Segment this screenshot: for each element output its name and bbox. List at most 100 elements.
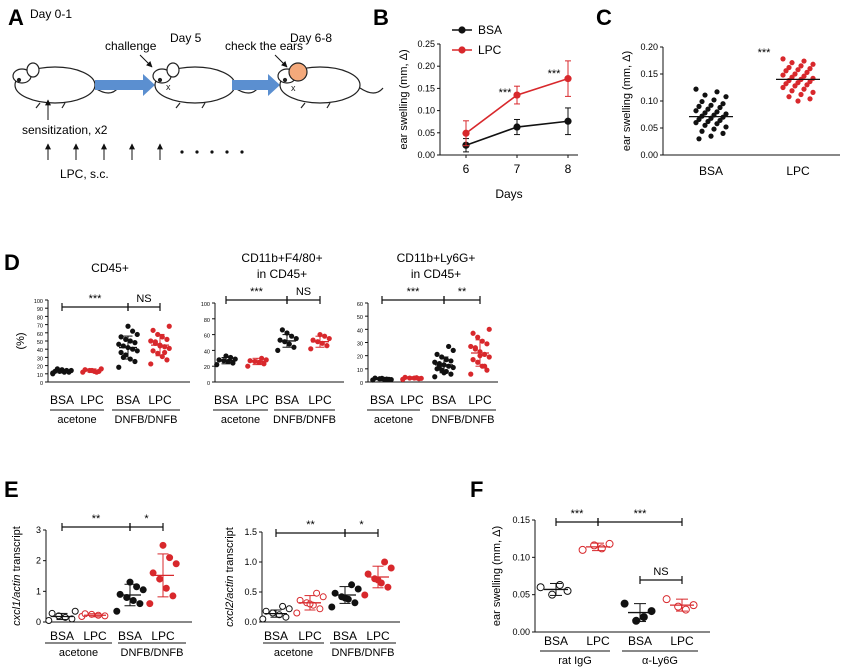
chart-e1-point [156,575,164,583]
chart-d1-point [82,367,88,373]
chart-d1-point [116,364,122,370]
chart-e2-point [387,564,395,572]
chart-d3-point [432,374,438,380]
chart-d3-significance: *** [407,286,421,298]
chart-d1-point [123,336,129,342]
chart-d2-point [308,346,314,352]
chart-d2-title: CD11b+F4/80+ [241,251,322,265]
chart-d1-point [148,338,154,344]
chart-d2-title: in CD45+ [257,267,307,281]
chart-d1-y-tick-label: 30 [37,356,43,362]
chart-c-y-tick-label: 0.15 [640,69,658,79]
chart-f-group-label: α-Ly6G [642,655,678,667]
chart-e2-point [384,583,392,591]
chart-f-point [536,583,545,592]
chart-d1-point [155,350,161,356]
chart-d2-y-tick-label: 100 [201,302,210,308]
chart-e2-y-tick-label: 1.0 [244,557,257,567]
chart-d2-significance: NS [296,286,311,298]
chart-c-point [786,94,792,100]
chart-d2-point [261,361,267,367]
chart-d3-point [470,357,476,363]
chart-f-significance: *** [571,508,585,520]
chart-c-point [783,81,789,87]
chart-f-point [674,602,683,611]
chart-e2-y-axis-label-italic: cxcl2/actin [224,575,236,626]
chart-d1-point [130,328,136,334]
chart-d1-y-tick-label: 80 [37,315,43,321]
chart-c-y-tick-label: 0.20 [640,42,658,52]
chart-e2-y-axis-label-rest: transcript [224,527,236,575]
chart-d3-point [486,326,492,332]
chart-e1-point [146,600,154,608]
chart-d1-point [125,323,131,329]
chart-d3-point [402,374,408,380]
chart-e2-point [313,589,321,597]
chart-d2-point [324,343,330,349]
chart-b-point [513,91,521,99]
chart-d3-title: in CD45+ [411,267,461,281]
chart-f-y-tick-label: 0.10 [512,552,530,562]
check-label: check the ears [225,39,303,53]
chart-e1-point [166,554,174,562]
chart-d2-point [326,335,332,342]
chart-d1-point [152,339,158,345]
chart-f-x-tick-label: LPC [586,634,610,648]
chart-e1-point [113,607,121,615]
chart-f-group-label: rat IgG [558,655,592,667]
continuation-dots [180,150,244,154]
chart-f-x-tick-label: BSA [544,634,568,648]
panel-letter-b: B [373,5,389,30]
chart-e2-point [285,605,293,613]
chart-e1-point [169,592,177,600]
chart-c-y-tick-label: 0.05 [640,123,658,133]
chart-f-significance: NS [653,566,668,578]
chart-c-point [798,91,804,98]
chart-c-point [708,133,714,139]
chart-d1-point [118,349,124,356]
chart-f-significance: *** [634,508,648,520]
chart-d1-group-label: DNFB/DNFB [115,414,178,426]
chart-e1-x-tick-label: BSA [118,629,142,643]
chart-d2-point [225,358,231,365]
chart-d1-point [150,327,156,333]
chart-d3-y-tick-label: 60 [357,302,363,308]
chart-d2-y-tick-label: 80 [204,318,210,324]
chart-c-point [693,86,699,92]
chart-b-legend-marker [458,46,466,54]
chart-e1-group-label: acetone [59,647,98,659]
chart-c-point [792,83,798,89]
chart-d3-y-tick-label: 0 [360,381,363,387]
chart-d3-point [443,357,449,363]
chart-d2-point [214,362,220,368]
chart-b-legend-label: BSA [478,23,502,37]
chart-d2: 0 20 40 60 80 100 BSA LPC BSA LPC acetone DNFB/DNFB… [201,251,344,426]
chart-c-point [795,98,801,104]
chart-d3-point [475,334,481,340]
chart-b-legend-label: LPC [478,43,502,57]
chart-c-point [723,94,729,100]
chart-d2-point [286,341,292,347]
chart-e2-y-tick-label: 0.5 [244,587,257,597]
chart-d3-y-tick-label: 30 [357,342,363,348]
chart-c-point [780,72,786,78]
chart-f-point [662,595,671,604]
chart-d1: 0 10 20 30 40 50 60 70 80 90 100 BSA LPC BSA LPC aceton… [15,261,190,426]
chart-d3-significance: ** [458,286,467,298]
chart-b: 0.00 0.05 0.10 0.15 0.20 0.25 6 7 8 Days ear swell… [398,23,578,201]
chart-c-point [810,61,816,67]
chart-c-point [720,101,726,107]
chart-c-point [714,121,720,127]
panel-letter-e: E [4,477,19,502]
chart-c-point [789,60,795,66]
chart-c-point [804,69,810,75]
sensitization-label: sensitization, x2 [22,123,108,137]
chart-d2-point [291,344,297,350]
chart-c-point [705,118,711,125]
chart-c-point [801,58,807,64]
chart-d1-point [162,349,168,356]
chart-d1-y-tick-label: 50 [37,340,43,346]
chart-e1-point [172,560,180,568]
svg-text:x: x [166,82,171,92]
